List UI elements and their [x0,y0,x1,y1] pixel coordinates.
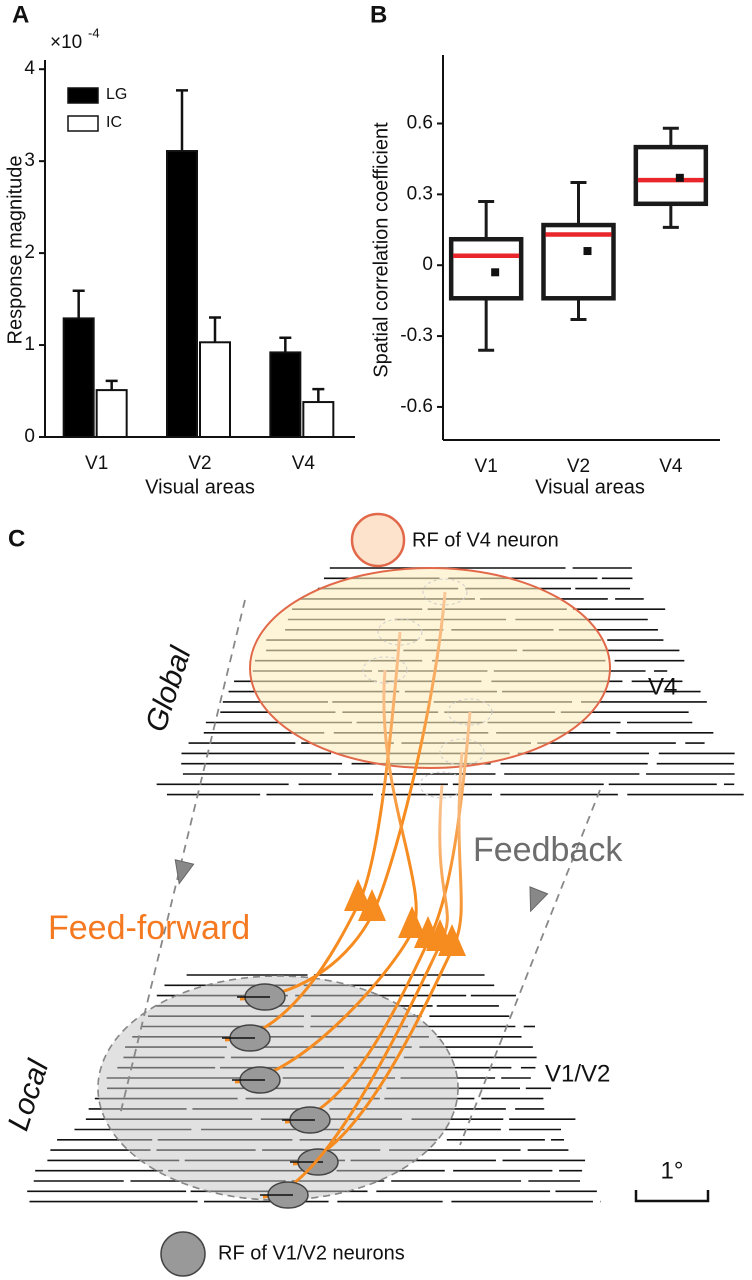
whisker [478,199,495,240]
legend-v4-rf [350,512,406,568]
v4-small-rf [362,656,408,684]
y-tick-label: -0.3 [400,325,433,346]
x-tick-label: V1 [85,453,108,474]
error-bar [72,289,85,319]
error-bar [312,387,325,403]
v1v2-rf-outline [97,975,459,1201]
error-bar [176,89,188,152]
panel-label: A [12,1,29,28]
x-axis-label: Visual areas [145,476,255,498]
whisker [662,126,679,148]
feedforward-arrow [398,906,426,938]
v4-small-rf [377,618,423,646]
y-tick-label: 4 [24,58,35,79]
y-tick-label: 2 [24,242,35,263]
feedforward-arrow [344,879,372,911]
mean-marker [583,247,592,256]
box [541,222,616,301]
v4-rf [249,567,611,769]
feedforward-arrow [358,889,386,921]
y-tick-label: -0.6 [400,396,433,417]
legend-label: IC [106,114,122,131]
legend-label: RF of V1/V2 neurons [218,1242,405,1264]
feedback-line [119,599,246,1116]
bar [269,351,302,438]
error-bar [279,336,292,353]
bar [166,150,198,438]
y-tick-label: 3 [24,150,35,171]
x-tick-label: V2 [567,456,590,477]
y-axis-label: Spatial correlation coefficient [370,122,392,378]
feedforward-label: Feed-forward [48,909,250,947]
y-tick-label: 0.6 [407,113,433,134]
x-tick-label: V4 [292,453,316,474]
legend-swatch [67,115,99,132]
feedforward-path [262,784,449,1199]
area-label: V4 [648,673,677,700]
error-bar [105,379,118,391]
y-tick-label: 1 [24,334,35,355]
y-tick-label: 0.3 [407,183,433,204]
bar [95,389,128,439]
x-axis-label: Visual areas [535,476,645,498]
v4-small-rf [447,698,493,726]
bar [199,341,231,439]
mean-marker [675,173,684,182]
feedback-line [459,789,601,1146]
whisker [478,298,495,352]
feedforward-arrow [426,919,454,951]
scale-bar [634,1190,710,1203]
y-tick-label: 0 [24,426,35,447]
scale-label: 1° [661,1157,684,1184]
multiplier-exponent: -4 [88,25,100,40]
feedback-label: Feedback [473,831,623,869]
x-tick-label: V2 [188,453,211,474]
legend-v1v2-rf [160,1231,206,1277]
legend-label: LG [106,86,127,103]
multiplier: ×10 [50,32,82,53]
whisker [570,298,587,322]
y-tick-label: 0 [422,254,433,275]
panel-label: C [8,525,25,552]
plane-label: Local [2,1055,56,1135]
panel-label: B [370,1,387,28]
bar [62,317,95,439]
box [448,236,524,301]
whisker [570,181,587,226]
v4-small-rf [422,578,468,606]
x-tick-label: V4 [659,456,683,477]
plane-label: Global [139,642,198,736]
feedback-arrow [174,859,195,885]
x-tick-label: V1 [475,456,498,477]
whisker [662,203,679,229]
mean-marker [491,268,500,277]
v4-small-rf [439,738,485,766]
area-label: V1/V2 [545,1060,610,1087]
legend-label: RF of V4 neuron [412,529,559,551]
error-bar [209,316,221,343]
bar [302,401,335,438]
y-axis-label: Response magnitude [4,155,26,344]
box [633,144,709,207]
feedback-arrow [529,886,549,913]
legend-swatch [67,87,99,104]
panel-c-drawing [27,512,744,1277]
